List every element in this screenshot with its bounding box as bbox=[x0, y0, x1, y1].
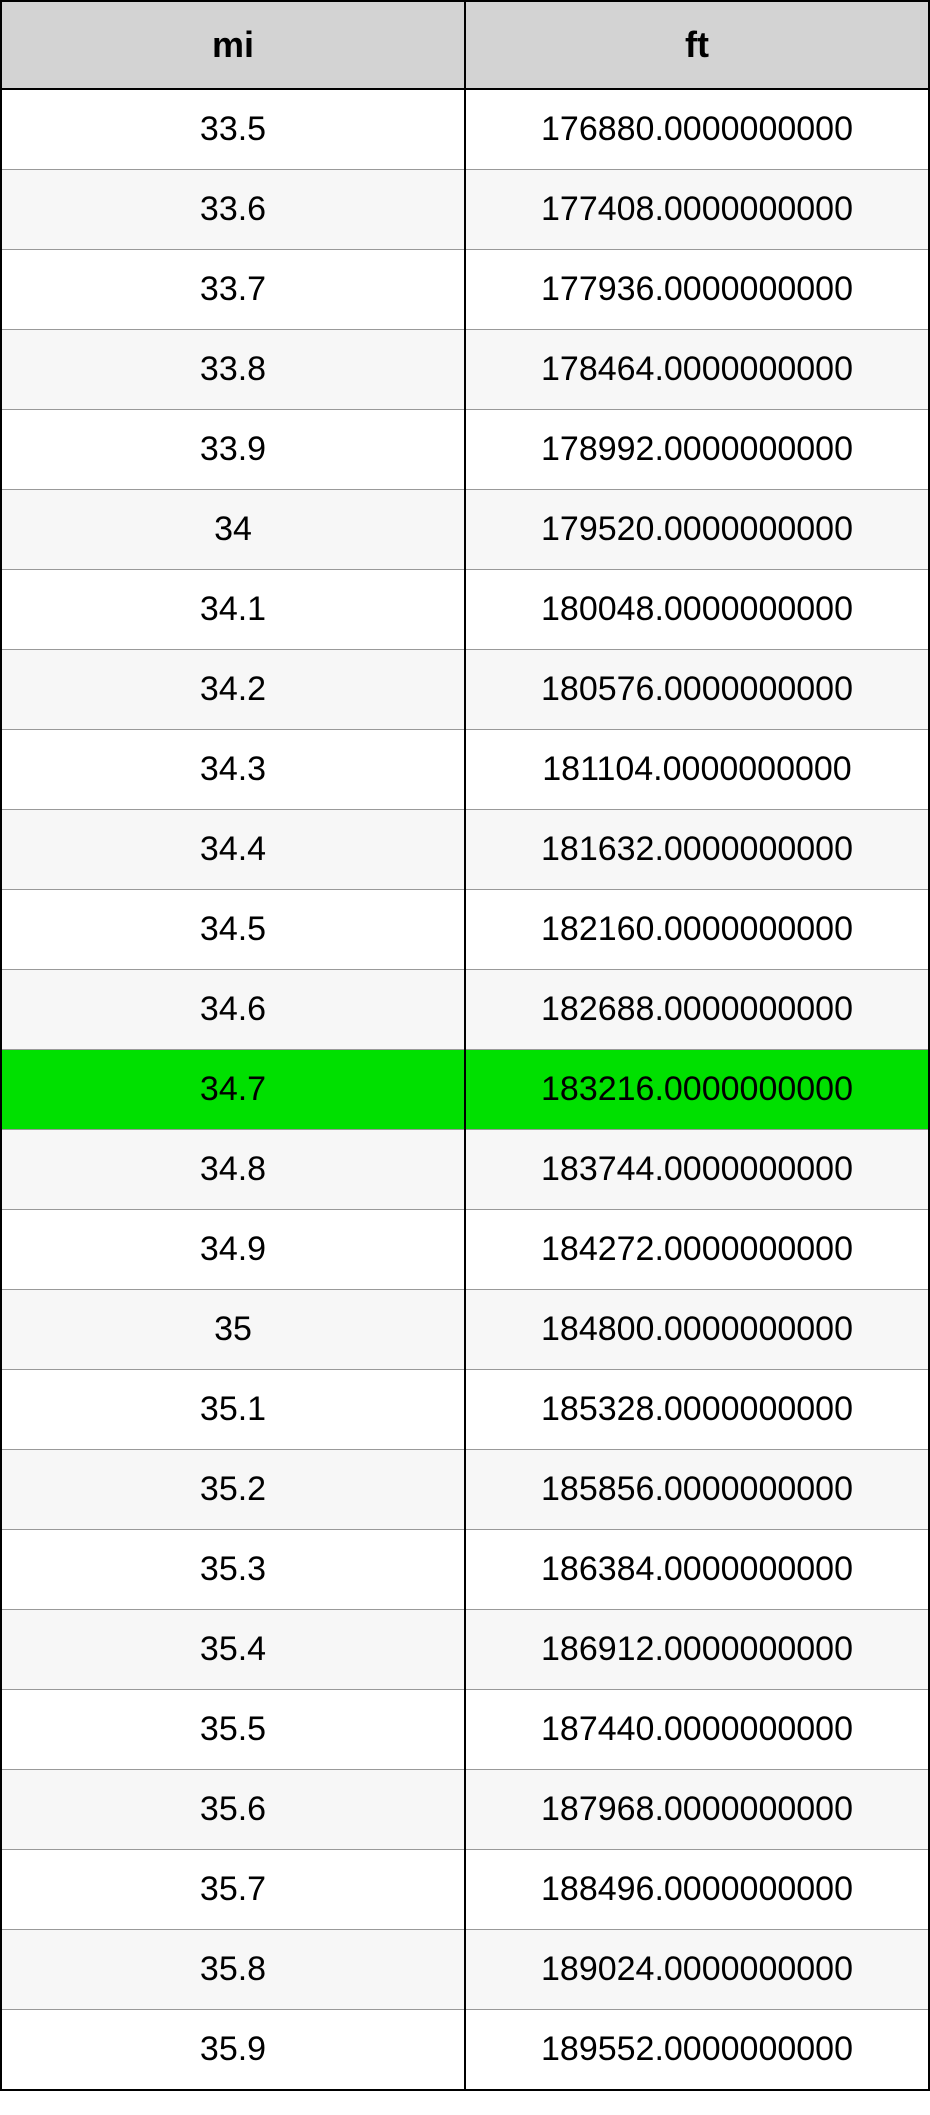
mi-cell: 34.8 bbox=[1, 1130, 465, 1210]
mi-cell: 35.9 bbox=[1, 2010, 465, 2091]
ft-cell: 185328.0000000000 bbox=[465, 1370, 929, 1450]
mi-cell: 34.6 bbox=[1, 970, 465, 1050]
mi-cell: 34.1 bbox=[1, 570, 465, 650]
mi-cell: 33.5 bbox=[1, 89, 465, 170]
mi-cell: 35.3 bbox=[1, 1530, 465, 1610]
mi-cell: 34 bbox=[1, 490, 465, 570]
mi-cell: 34.5 bbox=[1, 890, 465, 970]
ft-cell: 183744.0000000000 bbox=[465, 1130, 929, 1210]
mi-cell: 35.1 bbox=[1, 1370, 465, 1450]
mi-cell: 35.7 bbox=[1, 1850, 465, 1930]
table-row: 34.6182688.0000000000 bbox=[1, 970, 929, 1050]
ft-cell: 188496.0000000000 bbox=[465, 1850, 929, 1930]
table-row: 35184800.0000000000 bbox=[1, 1290, 929, 1370]
mi-cell: 35.6 bbox=[1, 1770, 465, 1850]
table-row: 33.6177408.0000000000 bbox=[1, 170, 929, 250]
ft-cell: 177936.0000000000 bbox=[465, 250, 929, 330]
mi-cell: 35 bbox=[1, 1290, 465, 1370]
ft-cell: 181632.0000000000 bbox=[465, 810, 929, 890]
ft-cell: 189552.0000000000 bbox=[465, 2010, 929, 2091]
ft-cell: 189024.0000000000 bbox=[465, 1930, 929, 2010]
mi-cell: 34.7 bbox=[1, 1050, 465, 1130]
ft-cell: 187968.0000000000 bbox=[465, 1770, 929, 1850]
mi-cell: 34.2 bbox=[1, 650, 465, 730]
column-header-ft: ft bbox=[465, 1, 929, 89]
table-row: 34.2180576.0000000000 bbox=[1, 650, 929, 730]
mi-cell: 35.4 bbox=[1, 1610, 465, 1690]
table-row: 35.1185328.0000000000 bbox=[1, 1370, 929, 1450]
ft-cell: 183216.0000000000 bbox=[465, 1050, 929, 1130]
ft-cell: 187440.0000000000 bbox=[465, 1690, 929, 1770]
ft-cell: 184800.0000000000 bbox=[465, 1290, 929, 1370]
mi-cell: 34.9 bbox=[1, 1210, 465, 1290]
conversion-table: mi ft 33.5176880.000000000033.6177408.00… bbox=[0, 0, 930, 2091]
table-row: 34.1180048.0000000000 bbox=[1, 570, 929, 650]
mi-cell: 33.7 bbox=[1, 250, 465, 330]
table-row: 35.5187440.0000000000 bbox=[1, 1690, 929, 1770]
mi-cell: 33.6 bbox=[1, 170, 465, 250]
table-row: 34.9184272.0000000000 bbox=[1, 1210, 929, 1290]
table-row: 33.8178464.0000000000 bbox=[1, 330, 929, 410]
mi-cell: 35.2 bbox=[1, 1450, 465, 1530]
header-row: mi ft bbox=[1, 1, 929, 89]
ft-cell: 177408.0000000000 bbox=[465, 170, 929, 250]
ft-cell: 184272.0000000000 bbox=[465, 1210, 929, 1290]
table-row: 35.6187968.0000000000 bbox=[1, 1770, 929, 1850]
table-row: 35.7188496.0000000000 bbox=[1, 1850, 929, 1930]
mi-cell: 35.5 bbox=[1, 1690, 465, 1770]
table-header: mi ft bbox=[1, 1, 929, 89]
ft-cell: 182688.0000000000 bbox=[465, 970, 929, 1050]
ft-cell: 186384.0000000000 bbox=[465, 1530, 929, 1610]
mi-cell: 34.4 bbox=[1, 810, 465, 890]
table-row: 33.7177936.0000000000 bbox=[1, 250, 929, 330]
table-row: 34.5182160.0000000000 bbox=[1, 890, 929, 970]
ft-cell: 178464.0000000000 bbox=[465, 330, 929, 410]
ft-cell: 179520.0000000000 bbox=[465, 490, 929, 570]
table-row: 35.3186384.0000000000 bbox=[1, 1530, 929, 1610]
ft-cell: 180048.0000000000 bbox=[465, 570, 929, 650]
table-row: 34.3181104.0000000000 bbox=[1, 730, 929, 810]
table-row: 35.8189024.0000000000 bbox=[1, 1930, 929, 2010]
ft-cell: 176880.0000000000 bbox=[465, 89, 929, 170]
mi-cell: 34.3 bbox=[1, 730, 465, 810]
mi-cell: 33.8 bbox=[1, 330, 465, 410]
ft-cell: 182160.0000000000 bbox=[465, 890, 929, 970]
table-row: 34179520.0000000000 bbox=[1, 490, 929, 570]
table-body: 33.5176880.000000000033.6177408.00000000… bbox=[1, 89, 929, 2090]
mi-cell: 33.9 bbox=[1, 410, 465, 490]
ft-cell: 185856.0000000000 bbox=[465, 1450, 929, 1530]
ft-cell: 186912.0000000000 bbox=[465, 1610, 929, 1690]
table-row: 33.9178992.0000000000 bbox=[1, 410, 929, 490]
column-header-mi: mi bbox=[1, 1, 465, 89]
table-row: 35.9189552.0000000000 bbox=[1, 2010, 929, 2091]
table-row: 34.4181632.0000000000 bbox=[1, 810, 929, 890]
ft-cell: 181104.0000000000 bbox=[465, 730, 929, 810]
table-row: 34.8183744.0000000000 bbox=[1, 1130, 929, 1210]
table-row: 33.5176880.0000000000 bbox=[1, 89, 929, 170]
table-row: 34.7183216.0000000000 bbox=[1, 1050, 929, 1130]
ft-cell: 180576.0000000000 bbox=[465, 650, 929, 730]
table-row: 35.4186912.0000000000 bbox=[1, 1610, 929, 1690]
mi-cell: 35.8 bbox=[1, 1930, 465, 2010]
table-row: 35.2185856.0000000000 bbox=[1, 1450, 929, 1530]
ft-cell: 178992.0000000000 bbox=[465, 410, 929, 490]
